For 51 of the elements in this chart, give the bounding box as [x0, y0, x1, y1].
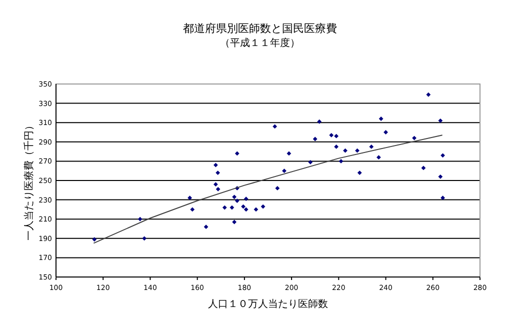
point: [260, 204, 266, 209]
point: [214, 162, 218, 168]
point: [241, 204, 246, 209]
point: [244, 207, 248, 212]
point: [188, 196, 192, 200]
point: [357, 170, 362, 175]
line-series: [93, 134, 443, 244]
point: [190, 207, 195, 212]
y-axis-title: 一人当たり医療費（千円）: [23, 120, 35, 240]
point: [421, 166, 426, 170]
point: [334, 134, 339, 138]
point: [369, 144, 374, 149]
point: [384, 130, 388, 134]
point: [329, 132, 334, 138]
point: [92, 237, 97, 242]
point: [142, 236, 147, 241]
point: [286, 151, 292, 156]
point: [378, 116, 384, 121]
point: [376, 155, 381, 160]
point: [254, 207, 258, 212]
x-axis-title: 人口１０万人当たり医師数: [208, 298, 328, 310]
point: [275, 186, 280, 190]
point: [308, 160, 313, 164]
point: [282, 168, 286, 174]
point: [216, 186, 220, 192]
point: [334, 144, 339, 149]
point: [272, 124, 278, 129]
chart-title: 都道府県別医師数と国民医療費: [183, 22, 337, 35]
point: [232, 194, 237, 200]
point: [440, 196, 445, 200]
point: [312, 136, 318, 142]
point: [440, 153, 445, 158]
point: [234, 151, 240, 156]
point: [343, 148, 348, 153]
chart-subtitle: （平成１１年度）: [220, 37, 300, 49]
point: [244, 196, 248, 202]
point: [338, 159, 344, 164]
point: [412, 136, 416, 140]
point: [438, 174, 443, 179]
point: [317, 119, 322, 124]
point: [222, 205, 227, 210]
point: [234, 198, 240, 203]
point: [438, 118, 443, 123]
point: [214, 182, 218, 187]
point: [230, 205, 234, 210]
point: [426, 92, 431, 97]
point: [138, 216, 142, 222]
point: [204, 224, 208, 230]
point: [216, 170, 220, 175]
point: [355, 148, 360, 153]
point: [232, 220, 237, 224]
